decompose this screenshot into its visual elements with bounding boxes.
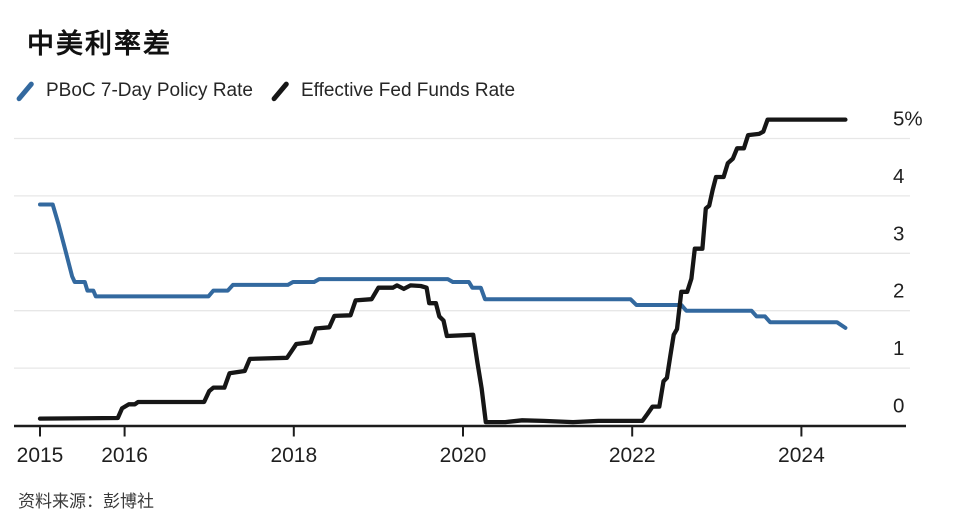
- series-line-fed: [37, 117, 848, 425]
- legend-label-pboc: PBoC 7-Day Policy Rate: [46, 80, 253, 101]
- legend-item-pboc: PBoC 7-Day Policy Rate: [13, 80, 253, 102]
- y-tick-label: 3: [893, 222, 904, 245]
- y-tick-label: 1: [893, 337, 904, 360]
- x-tick-label: 2018: [270, 444, 317, 467]
- chart-title: 中美利率差: [27, 29, 172, 59]
- x-tick-label: 2015: [17, 444, 64, 467]
- chart-legend: PBoC 7-Day Policy Rate Effective Fed Fun…: [13, 80, 515, 102]
- x-tick-label: 2020: [440, 444, 487, 467]
- x-tick-label: 2024: [778, 444, 825, 467]
- y-tick-label: 4: [893, 165, 904, 188]
- x-tick-label: 2016: [101, 444, 148, 467]
- source-note: 资料来源：彭博社: [18, 492, 154, 511]
- legend-label-fed: Effective Fed Funds Rate: [300, 80, 516, 101]
- x-tick-label: 2022: [609, 444, 656, 467]
- y-tick-label: 5%: [893, 108, 923, 131]
- y-tick-label: 2: [893, 280, 904, 303]
- legend-item-fed: Effective Fed Funds Rate: [268, 80, 515, 102]
- series-line-pboc: [38, 202, 848, 330]
- y-tick-label: 0: [893, 395, 904, 418]
